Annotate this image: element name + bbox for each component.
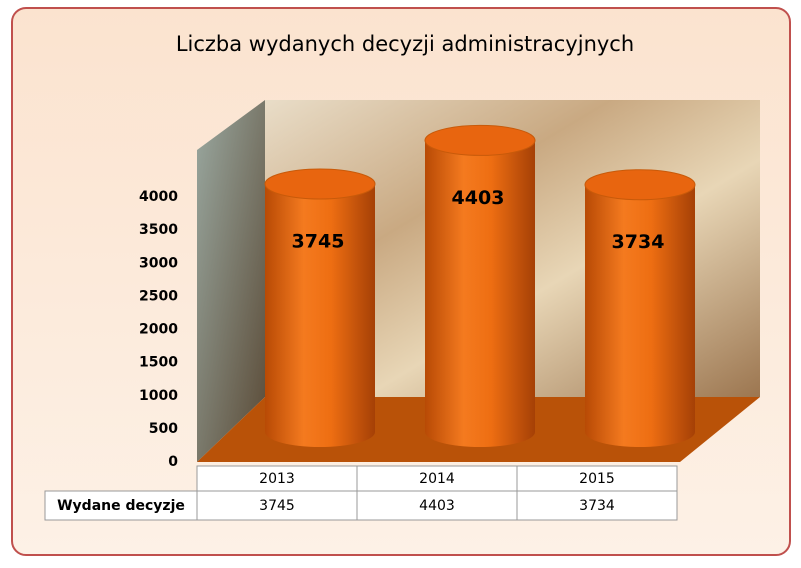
y-tick-label: 2000: [139, 322, 178, 338]
table-cell: [196, 490, 358, 521]
table-cell: [516, 490, 678, 521]
x-tick-label: 2015: [579, 471, 615, 487]
legend-label: Wydane decyzje: [57, 498, 185, 514]
x-tick-label: 2014: [419, 471, 455, 487]
table-value: 3745: [259, 498, 295, 514]
data-label: 3734: [612, 231, 665, 253]
bar-top: [584, 169, 696, 201]
x-tick-label: 2013: [259, 471, 295, 487]
table-cell: [516, 465, 678, 492]
y-tick-label: 500: [149, 421, 178, 437]
y-tick-label: 0: [168, 454, 178, 470]
table-value: 3734: [579, 498, 615, 514]
table-value: 4403: [419, 498, 455, 514]
data-label: 4403: [452, 187, 505, 209]
bar: [585, 184, 695, 447]
table-cell: [356, 490, 518, 521]
table-cell: [196, 465, 358, 492]
bar: [425, 140, 535, 447]
y-tick-label: 3500: [139, 222, 178, 238]
y-tick-label: 1500: [139, 355, 178, 371]
y-tick-label: 4000: [139, 189, 178, 205]
chart-title: Liczba wydanych decyzji administracyjnyc…: [176, 32, 634, 56]
table-cell: [44, 490, 198, 521]
y-tick-label: 3000: [139, 255, 178, 271]
side-wall: [197, 100, 265, 462]
y-tick-label: 2500: [139, 288, 178, 304]
y-tick-label: 1000: [139, 388, 178, 404]
bar-top: [264, 168, 376, 200]
data-label: 3745: [292, 230, 345, 252]
bar-top: [424, 124, 536, 156]
bar: [265, 183, 375, 447]
